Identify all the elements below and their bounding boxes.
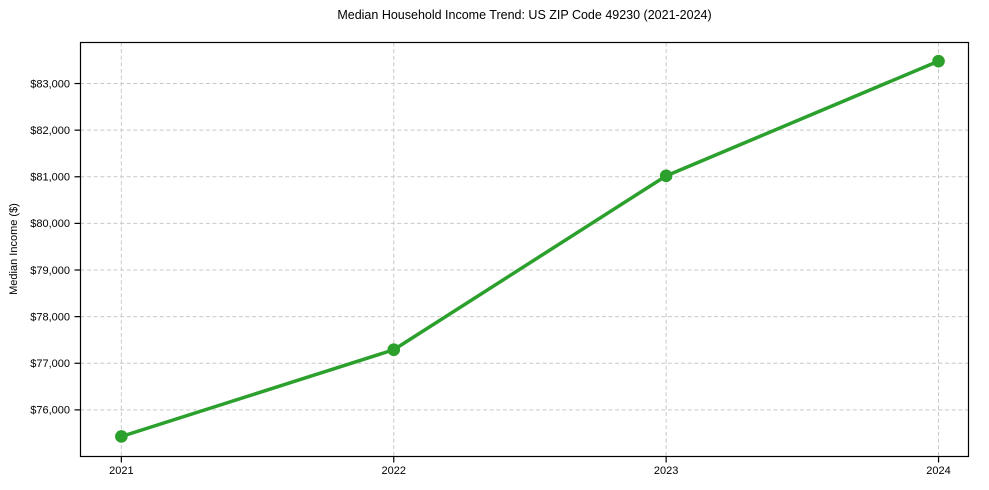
data-point-2023	[659, 169, 673, 183]
income-line	[119, 59, 941, 439]
x-tick-label: 2022	[382, 465, 406, 477]
x-tick-label: 2024	[926, 465, 950, 477]
y-tick-label: $76,000	[30, 405, 70, 417]
chart-title: Median Household Income Trend: US ZIP Co…	[337, 8, 712, 22]
data-point-2021	[115, 430, 128, 443]
y-tick-label: $82,000	[30, 125, 70, 137]
x-tick-label: 2023	[654, 465, 678, 477]
data-point-2022	[387, 343, 401, 357]
y-tick-label: $80,000	[30, 218, 70, 230]
axes-border	[79, 41, 970, 458]
y-tick-label: $83,000	[30, 78, 70, 90]
y-axis-label: Median Income ($)	[8, 203, 20, 295]
y-tick-label: $77,000	[30, 358, 70, 370]
y-tick-label: $78,000	[30, 311, 70, 323]
data-point-2024	[932, 54, 945, 68]
y-tick-label: $81,000	[30, 172, 70, 184]
x-tick-label: 2021	[109, 465, 133, 477]
y-tick-label: $79,000	[30, 265, 70, 277]
